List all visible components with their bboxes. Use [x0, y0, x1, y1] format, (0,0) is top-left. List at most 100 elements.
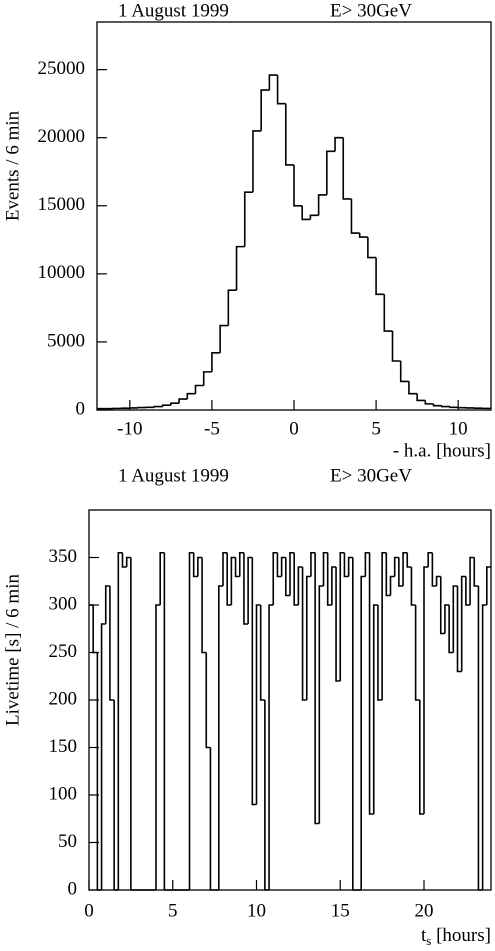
histogram-bin	[170, 402, 180, 406]
y-axis-label: Events / 6 min	[2, 110, 23, 221]
histogram-bin	[310, 551, 316, 577]
histogram-bin	[358, 233, 368, 238]
histogram-bin	[360, 575, 366, 890]
histogram-bin	[293, 552, 299, 606]
histogram-bin	[100, 623, 106, 890]
histogram-bin	[350, 198, 360, 234]
histogram-bin	[209, 747, 215, 891]
histogram-bin	[317, 194, 327, 216]
histogram-bin	[393, 556, 399, 577]
histogram-bin	[305, 575, 311, 700]
histogram-bin	[255, 604, 261, 805]
x-tick-label: 20	[415, 900, 434, 921]
histogram-bin	[205, 652, 211, 749]
histogram-bin	[155, 604, 161, 890]
histogram-bin	[243, 191, 253, 247]
histogram-bin	[326, 552, 332, 606]
histogram-bin	[343, 552, 349, 578]
histogram-bin	[153, 405, 163, 408]
x-tick-label: 0	[84, 900, 94, 921]
y-tick-label: 5000	[47, 330, 85, 351]
histogram-bin	[218, 585, 223, 890]
histogram-bin	[416, 393, 426, 402]
x-tick-label: 10	[449, 418, 468, 439]
histogram-bin	[326, 150, 336, 195]
histogram-bin	[234, 557, 240, 578]
histogram-bin	[377, 605, 383, 701]
histogram-bin	[352, 557, 357, 891]
chart-title: 1 August 1999	[118, 0, 229, 21]
histogram-bin	[427, 551, 433, 567]
histogram-bin	[301, 205, 311, 221]
histogram-bin	[202, 371, 212, 386]
histogram-bin	[364, 551, 370, 577]
histogram-bin	[268, 74, 278, 91]
y-tick-label: 50	[58, 831, 77, 852]
histogram-bin	[222, 551, 228, 586]
chart-subtitle: E> 30GeV	[330, 0, 412, 21]
histogram-bin	[280, 556, 286, 577]
histogram-bin	[230, 556, 236, 605]
histogram-bin	[339, 551, 345, 681]
histogram-bin	[481, 604, 487, 890]
histogram-bin	[297, 566, 303, 605]
histogram-bin	[260, 89, 270, 131]
histogram-bin	[247, 556, 253, 624]
histogram-bin	[130, 557, 136, 891]
histogram-bin	[251, 557, 257, 806]
histogram-bin	[211, 352, 221, 372]
histogram-bin	[399, 360, 409, 383]
histogram-bin	[322, 551, 328, 586]
histogram-bin	[389, 575, 395, 596]
histogram-bin	[334, 136, 344, 152]
histogram-bin	[276, 552, 282, 578]
histogram-bin	[432, 403, 442, 407]
y-axis-label: Livetime [s] / 6 min	[2, 574, 23, 726]
histogram-bin	[227, 289, 237, 326]
histogram-bin	[469, 556, 475, 605]
x-axis-label-part: s	[426, 933, 431, 948]
histogram-bin	[104, 585, 110, 624]
histogram-bin	[419, 700, 424, 815]
y-tick-label: 350	[49, 546, 78, 567]
x-axis-label: - h.a. [hours]	[393, 440, 491, 461]
histogram-bin	[197, 556, 203, 577]
histogram-bin	[456, 586, 462, 673]
histogram-bin	[383, 294, 393, 332]
histogram-bin	[272, 551, 278, 605]
histogram-bin	[178, 398, 188, 404]
histogram-bin	[367, 237, 377, 259]
histogram-bin	[410, 567, 416, 606]
histogram-bin	[309, 214, 319, 220]
histogram-bin	[194, 384, 204, 394]
y-tick-label: 300	[49, 593, 78, 614]
x-axis-label-part: t	[421, 925, 427, 946]
y-tick-label: 20000	[38, 126, 86, 147]
histogram-bin	[342, 137, 352, 200]
histogram-bin	[226, 552, 232, 606]
chart-panel: 1 August 1999 E> 30GeV0501001502002503003…	[2, 465, 492, 948]
x-axis-label: ts [hours]	[421, 925, 491, 948]
histogram-bin	[452, 585, 458, 653]
histogram-bin	[381, 551, 387, 700]
histogram-bin	[318, 585, 324, 824]
x-tick-label: 15	[331, 900, 350, 921]
histogram-bin	[375, 257, 385, 296]
histogram-bin	[435, 575, 441, 586]
histogram-bin	[219, 324, 229, 353]
histogram-bin	[289, 551, 295, 596]
histogram-bin	[372, 604, 378, 814]
histogram-bin	[431, 552, 437, 587]
histogram-bin	[293, 164, 303, 207]
histogram-bin	[486, 566, 491, 605]
histogram-bin	[301, 567, 307, 701]
histogram-bin	[414, 605, 420, 701]
histogram-bin	[201, 557, 207, 654]
histogram-bin	[385, 552, 391, 597]
histogram-bin	[117, 551, 123, 890]
histogram-bin	[109, 586, 115, 701]
chart-title: 1 August 1999	[118, 465, 229, 486]
y-tick-label: 250	[49, 641, 78, 662]
histogram-bin	[259, 605, 265, 701]
